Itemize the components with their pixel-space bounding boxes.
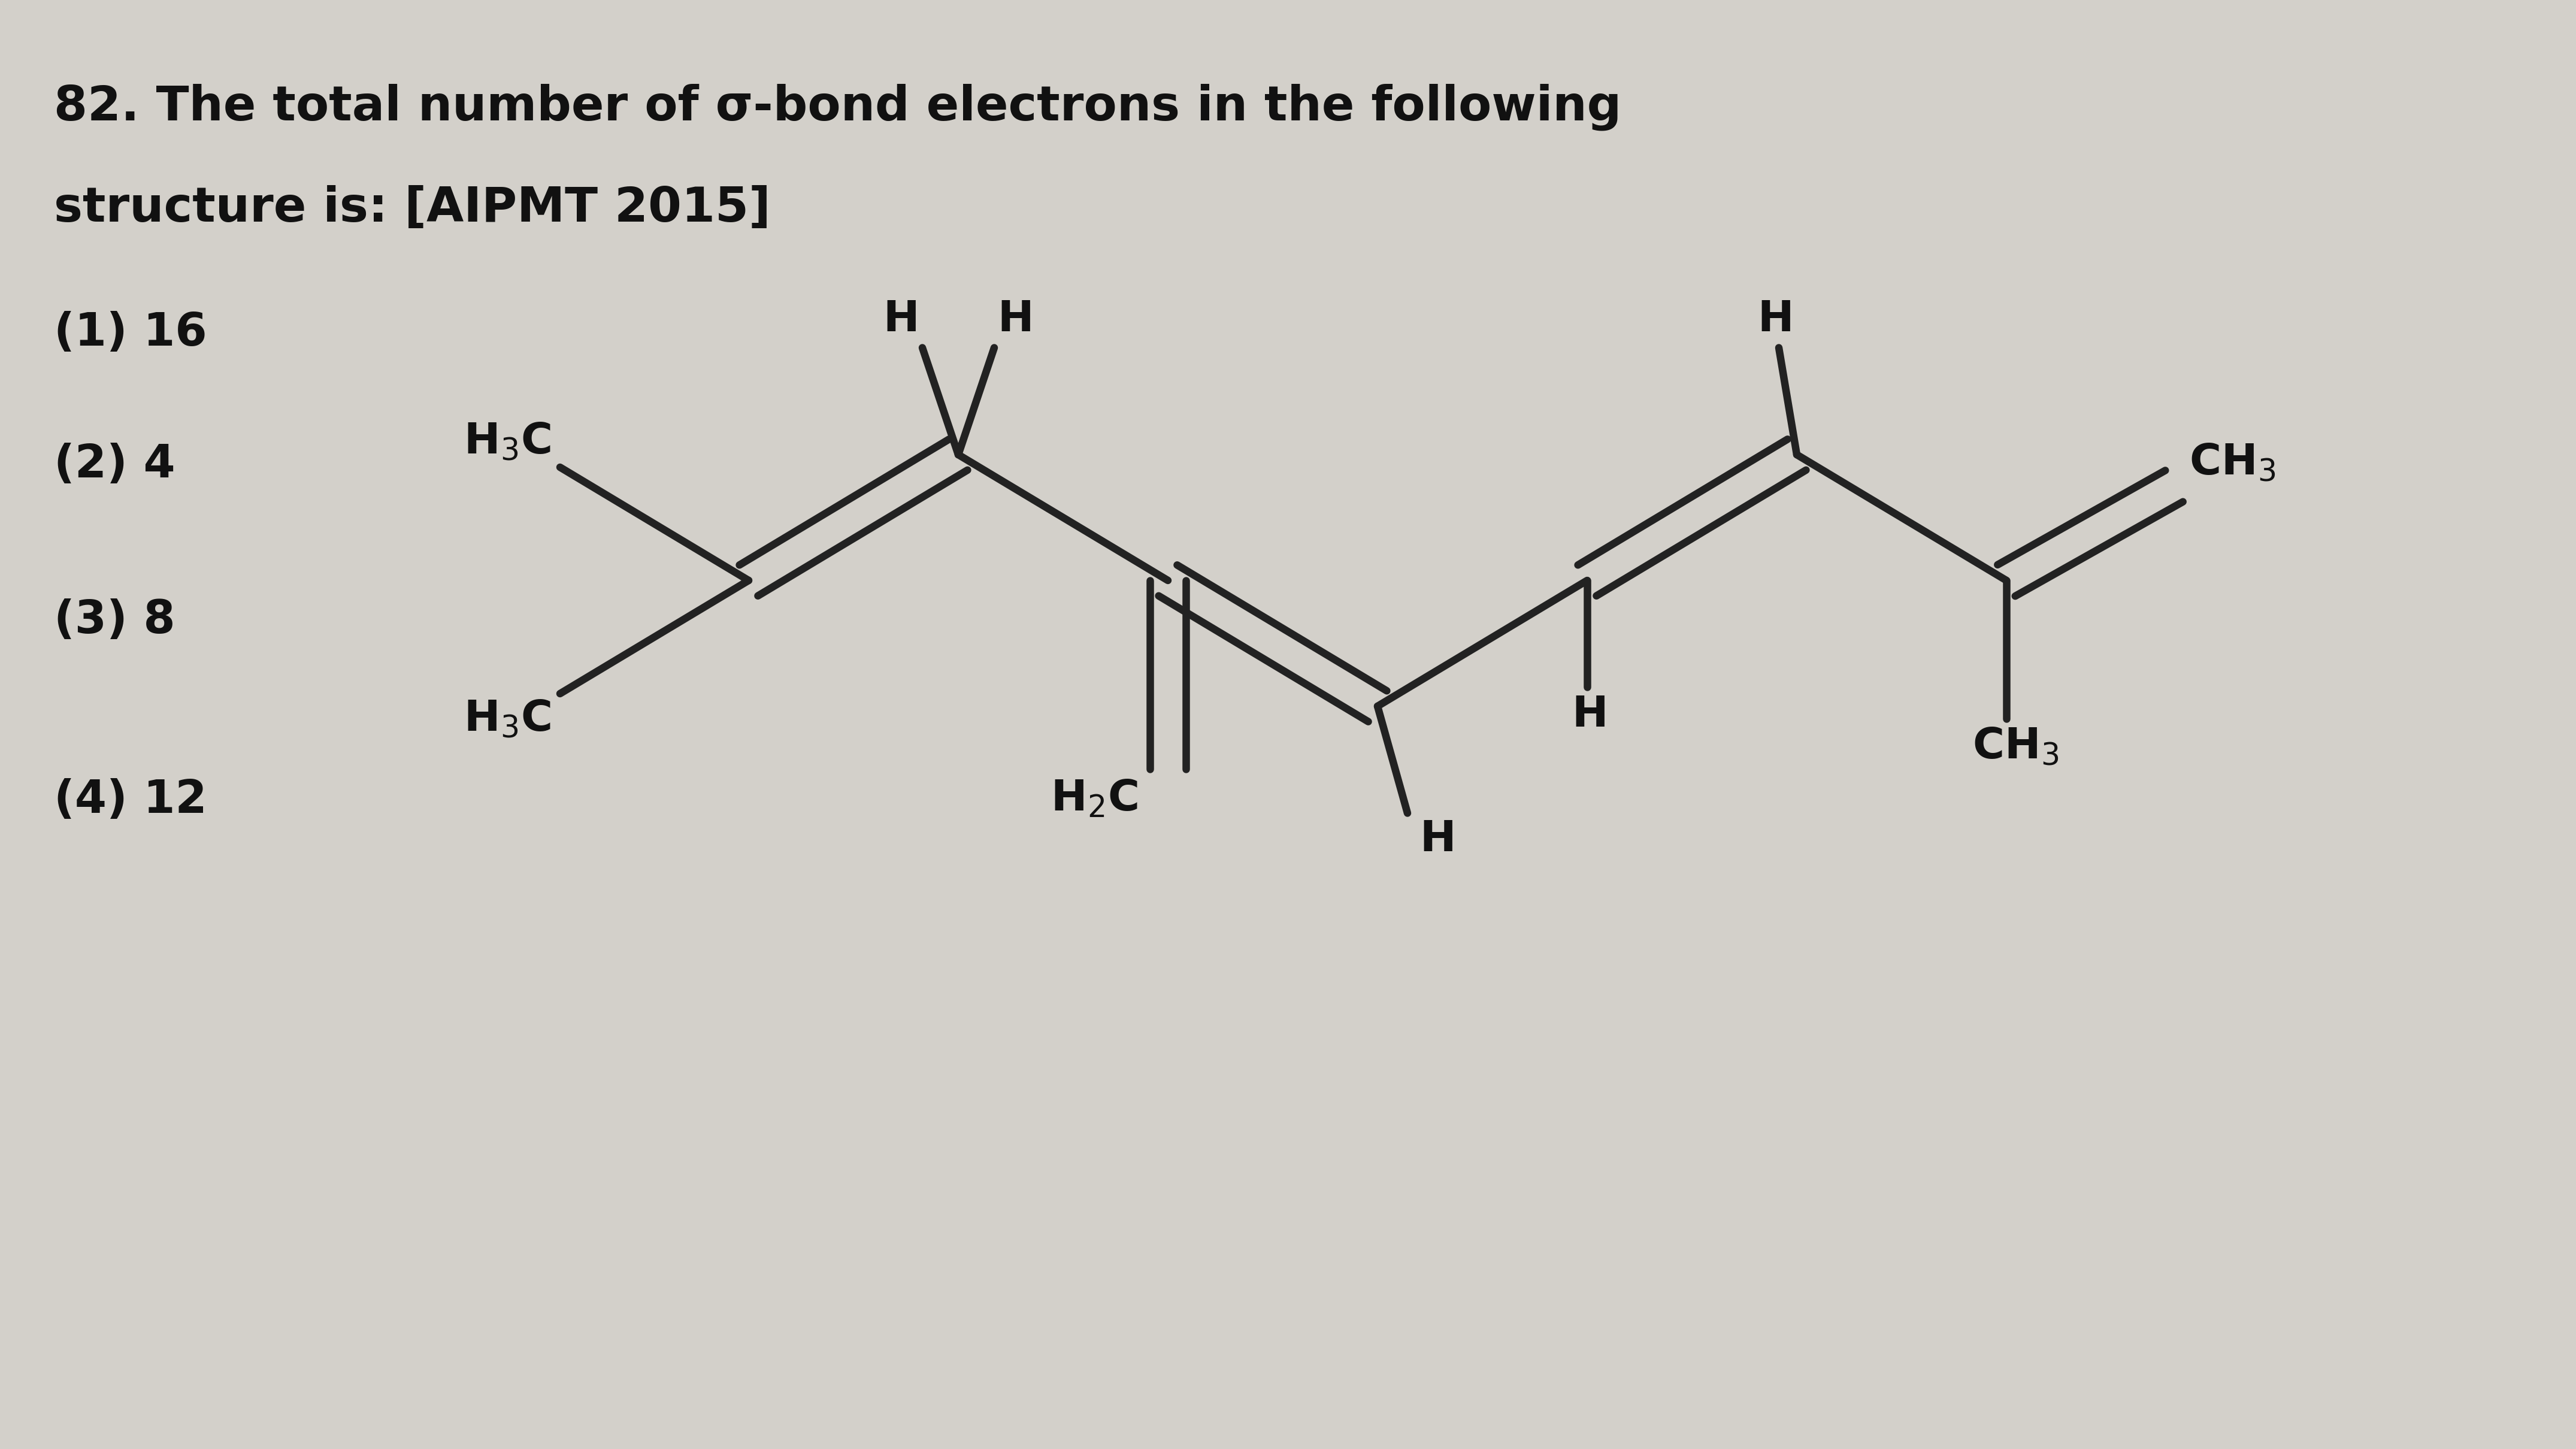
Text: H: H [1419, 819, 1455, 861]
Text: (2) 4: (2) 4 [54, 442, 175, 487]
Text: CH$_3$: CH$_3$ [1973, 726, 2058, 768]
Text: structure is: [AIPMT 2015]: structure is: [AIPMT 2015] [54, 185, 770, 232]
Text: 82. The total number of σ-bond electrons in the following: 82. The total number of σ-bond electrons… [54, 83, 1620, 130]
Text: (4) 12: (4) 12 [54, 778, 206, 823]
Text: H: H [884, 298, 920, 341]
Text: H: H [1757, 298, 1793, 341]
Text: H$_3$C: H$_3$C [464, 422, 551, 462]
Text: H$_2$C: H$_2$C [1051, 778, 1139, 820]
Text: H: H [997, 298, 1033, 341]
Text: CH$_3$: CH$_3$ [2190, 442, 2275, 483]
Text: H$_3$C: H$_3$C [464, 698, 551, 740]
Text: (3) 8: (3) 8 [54, 598, 175, 643]
Text: H: H [1571, 694, 1607, 736]
Text: (1) 16: (1) 16 [54, 312, 206, 355]
